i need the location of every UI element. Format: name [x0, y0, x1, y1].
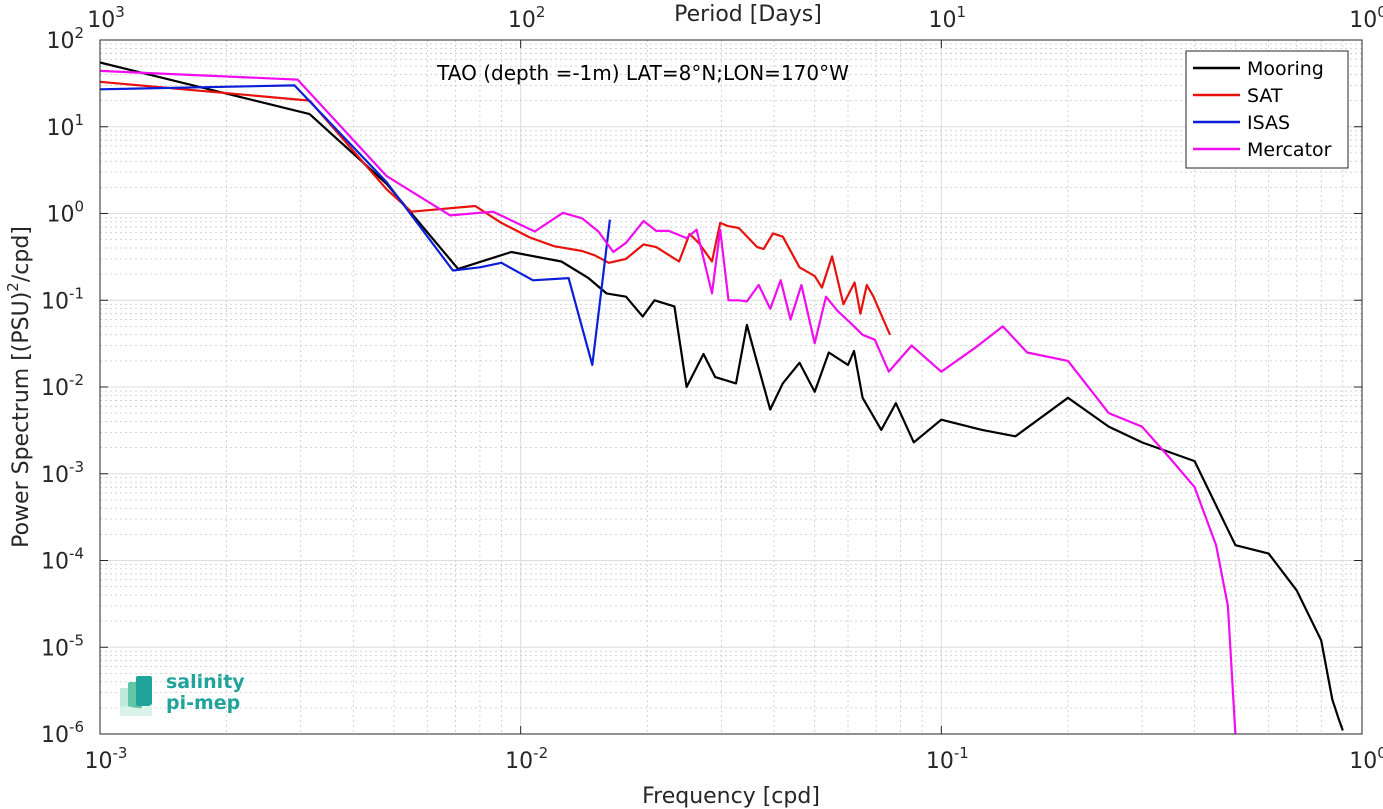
- top-tick-label: 101: [929, 3, 967, 33]
- series-line-sat: [99, 80, 892, 336]
- x-axis-label: Frequency [cpd]: [642, 784, 820, 809]
- legend: Mooring SAT ISAS Mercator: [1185, 50, 1349, 169]
- series-line-mooring: [99, 61, 1344, 731]
- y-tick-label: 10-2: [41, 371, 84, 401]
- legend-label-sat: SAT: [1247, 85, 1283, 107]
- y-tick-label: 10-3: [41, 458, 84, 488]
- y-tick-label: 10-1: [41, 284, 84, 314]
- legend-label-mooring: Mooring: [1247, 58, 1324, 80]
- salinity-pi-mep-logo-icon: [120, 676, 152, 716]
- logo-text-line2: pi-mep: [166, 692, 241, 714]
- y-tick-label: 102: [46, 24, 84, 54]
- y-tick-label: 100: [46, 198, 84, 228]
- x-tick-label: 100: [1349, 744, 1383, 774]
- y-tick-label: 10-6: [41, 718, 84, 748]
- logo-text: salinity pi-mep: [166, 672, 245, 714]
- legend-label-isas: ISAS: [1247, 112, 1290, 134]
- y-tick-label: 10-5: [41, 631, 84, 661]
- top-axis-label: Period [Days]: [674, 2, 822, 27]
- x-tick-label: 10-2: [505, 744, 548, 774]
- series-line-isas: [99, 84, 611, 366]
- top-tick-label: 103: [87, 3, 125, 33]
- salinity-pi-mep-logo: salinity pi-mep: [118, 672, 248, 722]
- chart-title: TAO (depth =-1m) LAT=8°N;LON=170°W: [436, 61, 849, 85]
- y-axis-label: Power Spectrum [(PSU)2/cpd]: [4, 226, 34, 548]
- top-tick-label: 102: [508, 3, 546, 33]
- x-tick-label: 10-3: [85, 744, 128, 774]
- logo-text-line1: salinity: [166, 671, 245, 693]
- y-tick-label: 10-4: [41, 545, 84, 575]
- x-tick-label: 10-1: [926, 744, 969, 774]
- top-tick-label: 100: [1349, 3, 1383, 33]
- legend-label-mercator: Mercator: [1247, 139, 1332, 161]
- y-tick-label: 101: [46, 111, 84, 141]
- series-line-mercator: [99, 69, 1237, 735]
